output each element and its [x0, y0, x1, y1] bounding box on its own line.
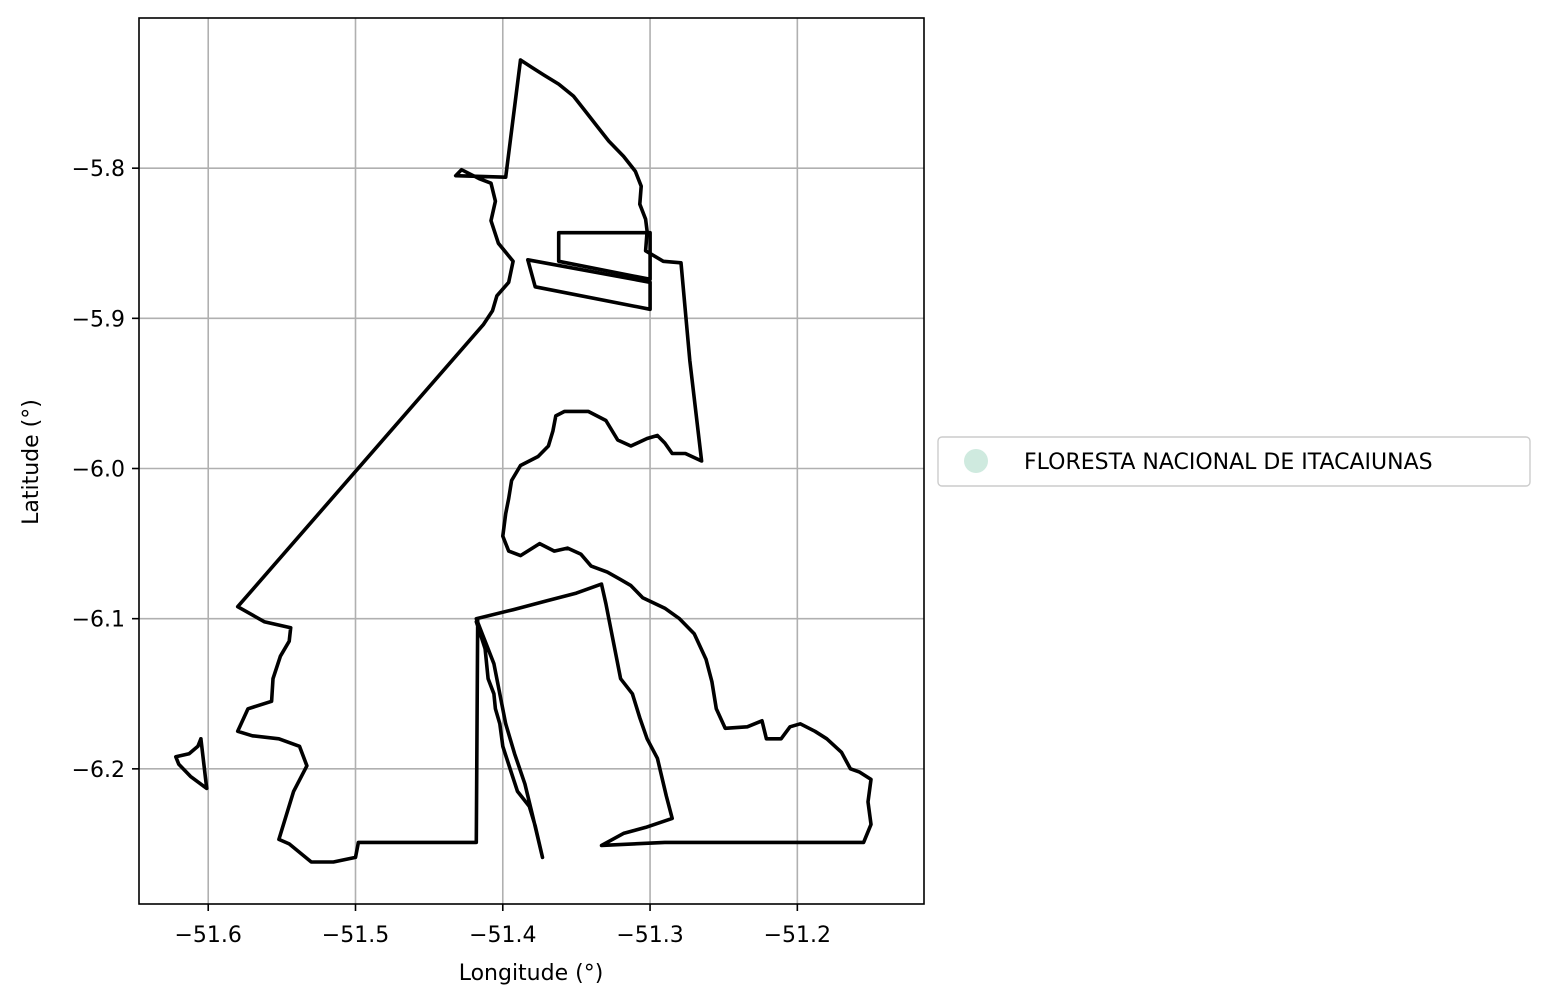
x-tick-label-2: −51.4	[469, 923, 536, 948]
y-tick-label-4: −6.2	[72, 758, 125, 783]
y-tick-label-2: −6.0	[72, 458, 125, 483]
polygon-main-boundary	[235, 58, 873, 864]
grid	[139, 18, 924, 904]
y-tick-label-3: −6.1	[72, 608, 125, 633]
legend-label: FLORESTA NACIONAL DE ITACAIUNAS	[1024, 450, 1433, 475]
y-tick-label-1: −5.9	[72, 307, 125, 332]
x-axis-label: Longitude (°)	[459, 961, 604, 986]
x-tick-label-4: −51.2	[764, 923, 831, 948]
y-axis-label: Latitude (°)	[19, 399, 44, 525]
polygon-inner-strip-lower	[525, 257, 652, 312]
polygon-inner-strip-upper	[556, 230, 652, 282]
legend: FLORESTA NACIONAL DE ITACAIUNAS	[937, 436, 1531, 487]
x-tick-label-1: −51.5	[322, 923, 389, 948]
y-tick-label-0: −5.8	[72, 157, 125, 182]
x-axis: −51.6 −51.5 −51.4 −51.3 −51.2	[175, 904, 831, 948]
plot-frame	[138, 17, 925, 905]
x-tick-label-0: −51.6	[175, 923, 242, 948]
x-tick-label-3: −51.3	[616, 923, 683, 948]
y-axis: −5.8 −5.9 −6.0 −6.1 −6.2	[72, 157, 139, 783]
boundary-layer	[174, 58, 873, 864]
polygon-west-fragment	[174, 736, 209, 791]
legend-box	[937, 436, 1531, 487]
legend-marker	[964, 449, 988, 473]
